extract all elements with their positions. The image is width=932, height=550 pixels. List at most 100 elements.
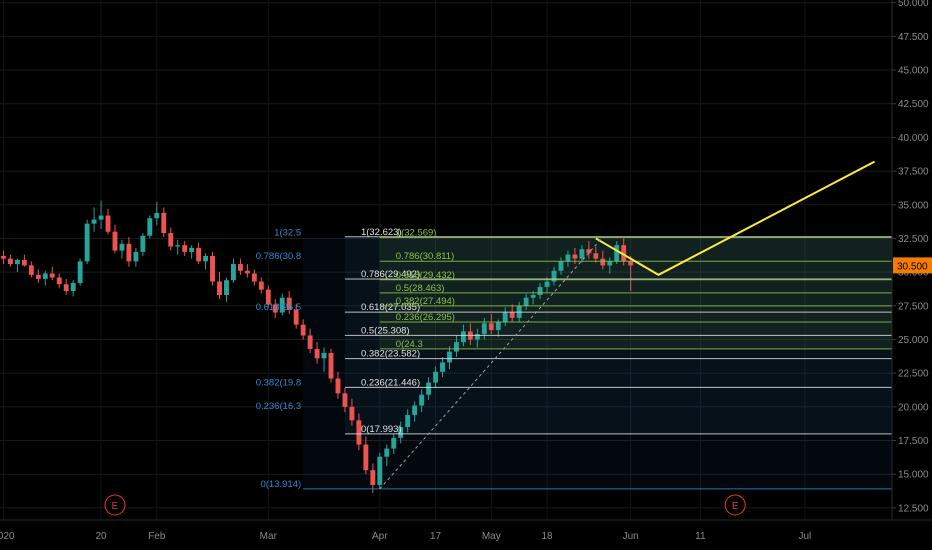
candle-body: [328, 352, 334, 379]
time-tick-label: 17: [430, 531, 442, 542]
candle-body: [210, 255, 215, 282]
fib-level-label: 0.618(29.432): [396, 270, 455, 281]
candle-body: [126, 243, 132, 262]
candle-body: [217, 281, 222, 296]
candle-body: [600, 258, 606, 266]
candle-body: [91, 219, 97, 224]
candle-body: [377, 456, 383, 485]
candle-body: [440, 362, 445, 372]
candle-body: [363, 444, 369, 471]
time-axis[interactable]: 202020FebMarApr17May18Jun11Jul: [0, 531, 811, 542]
fib-level-label: 0(17.993): [361, 424, 402, 435]
earnings-event-label: E: [732, 501, 739, 512]
candle-body: [537, 286, 543, 296]
candle-body: [300, 324, 306, 336]
candle-body: [356, 420, 362, 445]
candle-body: [154, 212, 160, 219]
candle-body: [474, 334, 480, 340]
candle-body: [607, 261, 613, 266]
candle-body: [231, 264, 236, 281]
price-tick-label: 37.500: [898, 167, 929, 178]
candle-body: [8, 258, 13, 265]
candle-body: [488, 323, 494, 331]
fib-level-label: 0.5(28.463): [396, 283, 445, 294]
candle-body: [244, 270, 250, 274]
candle-body: [63, 284, 69, 291]
candle-body: [49, 273, 55, 278]
trend-connector: [379, 236, 604, 490]
price-tick-label: 40.000: [898, 133, 929, 144]
candle-body: [586, 249, 592, 254]
candle-body: [495, 321, 501, 331]
time-tick-label: 20: [95, 531, 107, 542]
candle-body: [370, 470, 376, 485]
candle-body: [419, 394, 425, 406]
time-tick-label: Mar: [260, 531, 278, 542]
candle-body: [621, 245, 627, 262]
candle-body: [460, 331, 466, 343]
candle-body: [70, 282, 76, 291]
candle-body: [196, 247, 202, 262]
candle-body: [258, 281, 264, 290]
candle-body: [523, 297, 529, 306]
current-price-value: 30.500: [897, 261, 928, 272]
candle-body: [28, 265, 34, 275]
candle-body: [426, 382, 432, 395]
fib-level-label: 0.236(26.295): [396, 312, 455, 323]
fib-level-label: 0(13.914): [260, 479, 301, 490]
candle-body: [384, 448, 390, 457]
candle-body: [342, 393, 348, 407]
price-tick-label: 50.000: [898, 0, 929, 9]
price-tick-label: 47.500: [898, 32, 929, 43]
candle-body: [1, 255, 6, 259]
candle-body: [119, 243, 125, 251]
fib-level-label: 1(32.623): [361, 227, 402, 238]
fib-level-label: 0.786(30.8: [256, 251, 301, 262]
candle-body: [558, 261, 564, 271]
candle-body: [161, 212, 167, 234]
fib-level-label: 0.618(25.5: [256, 302, 301, 313]
candle-body: [77, 261, 83, 283]
time-tick-label: Jun: [623, 531, 639, 542]
candle-body: [105, 215, 111, 232]
candle-body: [579, 249, 585, 259]
price-tick-label: 42.500: [898, 99, 929, 110]
candle-body: [335, 378, 341, 394]
candle-body: [614, 245, 620, 262]
price-tick-label: 22.500: [898, 369, 929, 380]
candle-body: [286, 297, 292, 310]
price-tick-label: 12.500: [898, 503, 929, 514]
price-tick-label: 45.000: [898, 66, 929, 77]
candle-body: [412, 405, 418, 415]
time-scale-panel[interactable]: [0, 520, 932, 550]
candle-body: [551, 270, 557, 282]
earnings-event-icon: [104, 494, 126, 516]
candle-body: [447, 351, 452, 363]
candle-body: [481, 323, 487, 335]
projection-line: [595, 160, 876, 276]
candle-body: [133, 251, 139, 262]
candle-body: [321, 352, 327, 359]
candle-body: [189, 247, 195, 252]
projection-path[interactable]: [379, 160, 876, 490]
candle-body: [14, 260, 20, 265]
candle-body: [572, 254, 578, 259]
price-tick-label: 15.000: [898, 470, 929, 481]
price-tick-label: 20.000: [898, 402, 929, 413]
candle-body: [293, 309, 299, 325]
fib-level-label: 1(32.569): [396, 228, 437, 239]
fib-level-label: 0.382(27.494): [396, 296, 455, 307]
price-tick-label: 25.000: [898, 335, 929, 346]
candle-body: [307, 335, 313, 349]
current-price-badge: [893, 257, 932, 274]
earnings-event-label: E: [112, 501, 119, 512]
candle-body: [454, 342, 459, 352]
candle-body: [175, 245, 181, 247]
price-tick-label: 35.000: [898, 200, 929, 211]
earnings-event-icon: [724, 494, 746, 516]
candle-body: [398, 427, 404, 438]
fib-level-label: 0.786(29.492): [361, 269, 420, 280]
